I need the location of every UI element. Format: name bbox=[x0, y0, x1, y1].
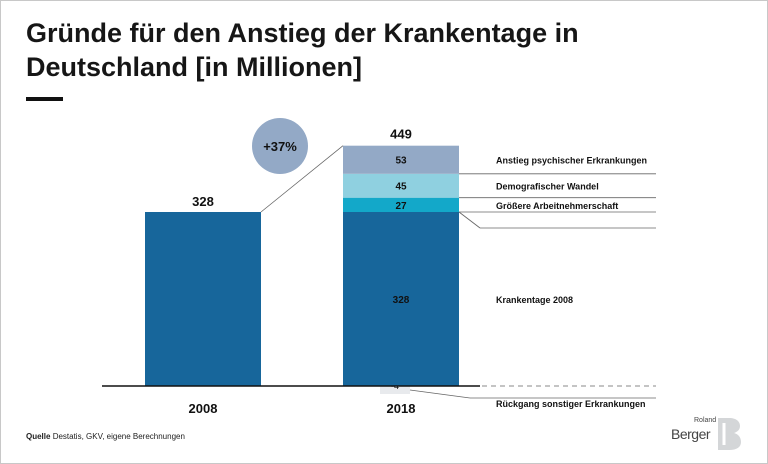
growth-connector bbox=[260, 145, 344, 213]
x-tick-label-2008: 2008 bbox=[189, 401, 218, 416]
logo-b-icon bbox=[718, 418, 741, 450]
x-tick-label-2018: 2018 bbox=[387, 401, 416, 416]
title-rule bbox=[26, 97, 63, 101]
bar-2008 bbox=[145, 212, 261, 386]
legend-psychisch: Anstieg psychischer Erkrankungen bbox=[496, 156, 647, 166]
segment-krankentage-2008 bbox=[343, 212, 459, 386]
bar-2008-value-label: 328 bbox=[192, 194, 214, 209]
legend-krankentage-diag bbox=[458, 211, 481, 229]
legend-krankentage-2008: Krankentage 2008 bbox=[496, 295, 573, 305]
source-text: Destatis, GKV, eigene Berechnungen bbox=[52, 432, 185, 441]
segment-demografie bbox=[343, 173, 459, 198]
segment-psychisch bbox=[343, 145, 459, 174]
segment-krankentage-2008-label: 328 bbox=[393, 295, 410, 306]
segment-psychisch-label: 53 bbox=[395, 156, 407, 167]
chart-title: Gründe für den Anstieg der Krankentage i… bbox=[26, 18, 579, 82]
logo-small-text: Roland bbox=[694, 417, 717, 424]
segment-demografie-label: 45 bbox=[395, 182, 407, 193]
segment-arbeitnehmerschaft bbox=[343, 197, 459, 212]
segment-arbeitnehmerschaft-label: 27 bbox=[395, 201, 407, 212]
roland-berger-logo: Roland Berger bbox=[668, 416, 748, 452]
logo-main-text: Berger bbox=[671, 426, 711, 442]
legend-rueckgang: Rückgang sonstiger Erkrankungen bbox=[496, 399, 646, 409]
source-note: Quelle Destatis, GKV, eigene Berechnunge… bbox=[26, 432, 185, 441]
rueckgang-leader bbox=[409, 389, 471, 399]
growth-bubble-label: +37% bbox=[263, 139, 297, 154]
growth-bubble bbox=[252, 118, 308, 174]
source-label: Quelle bbox=[26, 432, 51, 441]
bar-2018-total-label: 449 bbox=[390, 127, 412, 142]
legend-arbeitnehmerschaft: Größere Arbeitnehmerschaft bbox=[496, 201, 618, 211]
legend-demografie: Demografischer Wandel bbox=[496, 182, 599, 192]
